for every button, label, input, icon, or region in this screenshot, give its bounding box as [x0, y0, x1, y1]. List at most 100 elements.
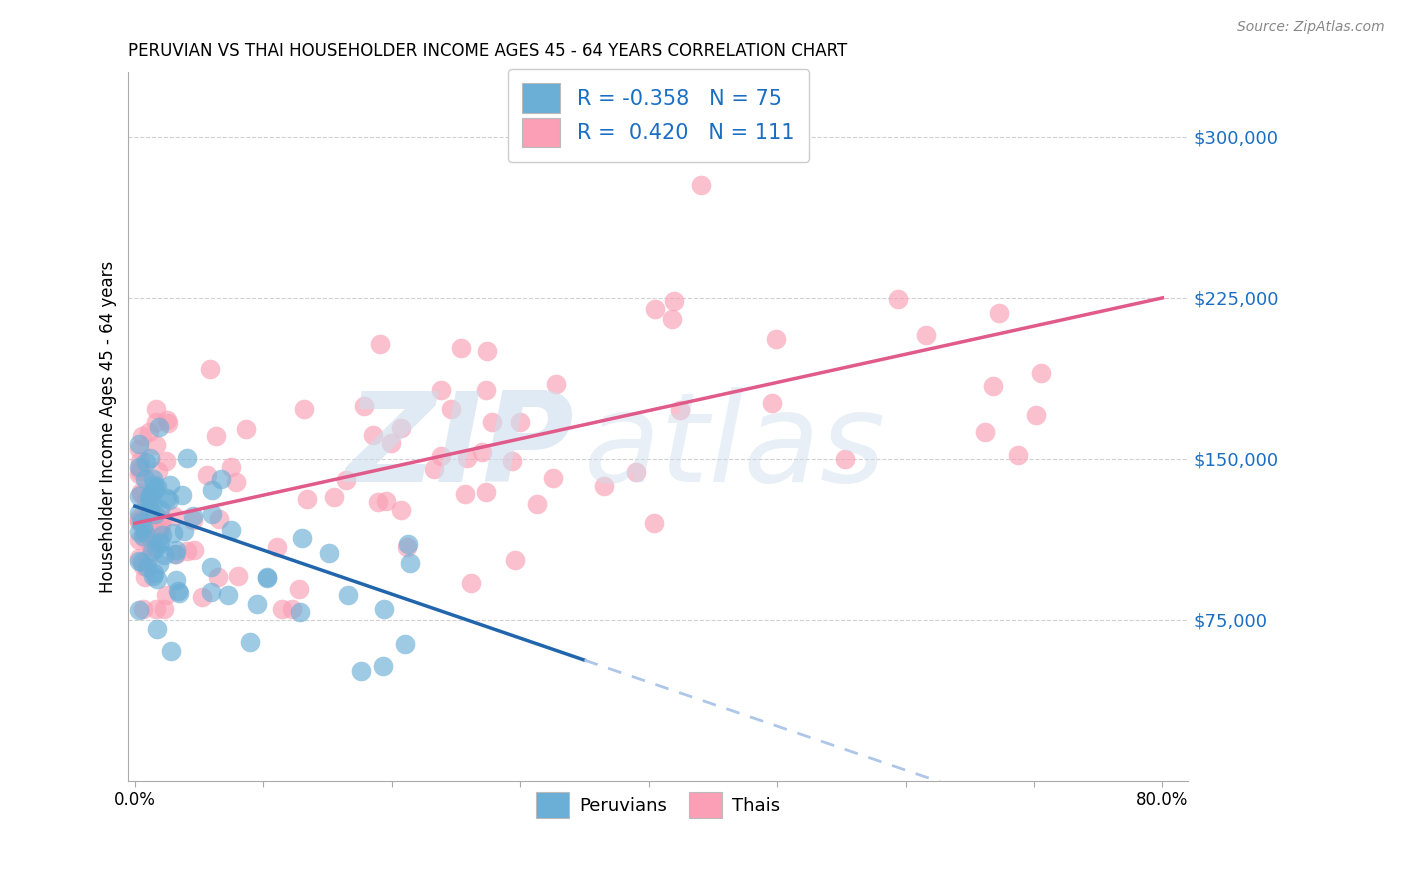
Point — [148, 464, 170, 478]
Point — [139, 539, 162, 553]
Point — [129, 515, 152, 529]
Point — [350, 665, 373, 679]
Point — [460, 576, 482, 591]
Point — [1029, 366, 1052, 380]
Point — [150, 511, 173, 525]
Point — [396, 537, 419, 551]
Point — [145, 602, 167, 616]
Point — [141, 497, 163, 511]
Point — [288, 582, 311, 596]
Point — [138, 451, 160, 466]
Point — [246, 597, 269, 611]
Point — [128, 525, 150, 540]
Text: ZIP: ZIP — [344, 387, 574, 508]
Point — [481, 416, 503, 430]
Point — [159, 478, 181, 492]
Point — [143, 478, 166, 492]
Point — [181, 513, 204, 527]
Point — [169, 585, 191, 599]
Point — [128, 464, 150, 478]
Point — [143, 566, 166, 580]
Point — [509, 415, 531, 429]
Point — [1007, 448, 1029, 462]
Point — [138, 490, 160, 504]
Y-axis label: Householder Income Ages 45 - 64 years: Householder Income Ages 45 - 64 years — [100, 260, 117, 593]
Point — [128, 533, 150, 547]
Point — [471, 445, 494, 459]
Point — [163, 547, 186, 561]
Point — [132, 529, 155, 543]
Point — [761, 396, 783, 410]
Point — [398, 556, 420, 570]
Point — [1025, 408, 1047, 422]
Point — [256, 570, 278, 584]
Point — [337, 588, 360, 602]
Point — [148, 521, 170, 535]
Point — [208, 512, 231, 526]
Point — [145, 415, 167, 429]
Point — [129, 485, 152, 500]
Point — [367, 495, 389, 509]
Point — [132, 558, 155, 573]
Point — [207, 570, 229, 584]
Point — [217, 588, 239, 602]
Point — [156, 491, 179, 506]
Point — [475, 485, 498, 500]
Point — [132, 602, 155, 616]
Point — [155, 588, 177, 602]
Point — [353, 399, 375, 413]
Point — [128, 510, 150, 524]
Point — [689, 178, 711, 193]
Point — [139, 490, 162, 504]
Point — [225, 475, 247, 489]
Point — [219, 523, 242, 537]
Point — [430, 449, 453, 463]
Point — [165, 542, 187, 557]
Point — [142, 484, 165, 499]
Point — [128, 460, 150, 475]
Point — [165, 547, 187, 561]
Point — [291, 531, 314, 545]
Point — [363, 427, 385, 442]
Point — [256, 571, 278, 585]
Point — [160, 643, 183, 657]
Point — [142, 569, 165, 583]
Point — [139, 503, 162, 517]
Point — [209, 472, 232, 486]
Point — [664, 294, 686, 309]
Point — [475, 343, 498, 358]
Point — [170, 488, 193, 502]
Point — [765, 332, 787, 346]
Point — [200, 559, 222, 574]
Point — [131, 486, 153, 500]
Point — [134, 472, 156, 486]
Point — [454, 487, 477, 501]
Point — [988, 306, 1011, 320]
Point — [134, 570, 156, 584]
Point — [176, 543, 198, 558]
Point — [474, 383, 496, 397]
Point — [128, 467, 150, 482]
Point — [294, 402, 316, 417]
Point — [981, 379, 1004, 393]
Point — [128, 489, 150, 503]
Point — [149, 518, 172, 533]
Point — [152, 602, 174, 616]
Point — [374, 493, 396, 508]
Point — [200, 361, 222, 376]
Point — [148, 537, 170, 551]
Point — [128, 454, 150, 468]
Point — [974, 425, 997, 440]
Point — [173, 524, 195, 538]
Point — [128, 514, 150, 528]
Point — [501, 454, 523, 468]
Point — [138, 492, 160, 507]
Point — [661, 311, 683, 326]
Point — [430, 383, 453, 397]
Point — [200, 585, 222, 599]
Point — [138, 425, 160, 440]
Point — [128, 554, 150, 568]
Point — [134, 525, 156, 540]
Point — [163, 509, 186, 524]
Point — [914, 327, 936, 342]
